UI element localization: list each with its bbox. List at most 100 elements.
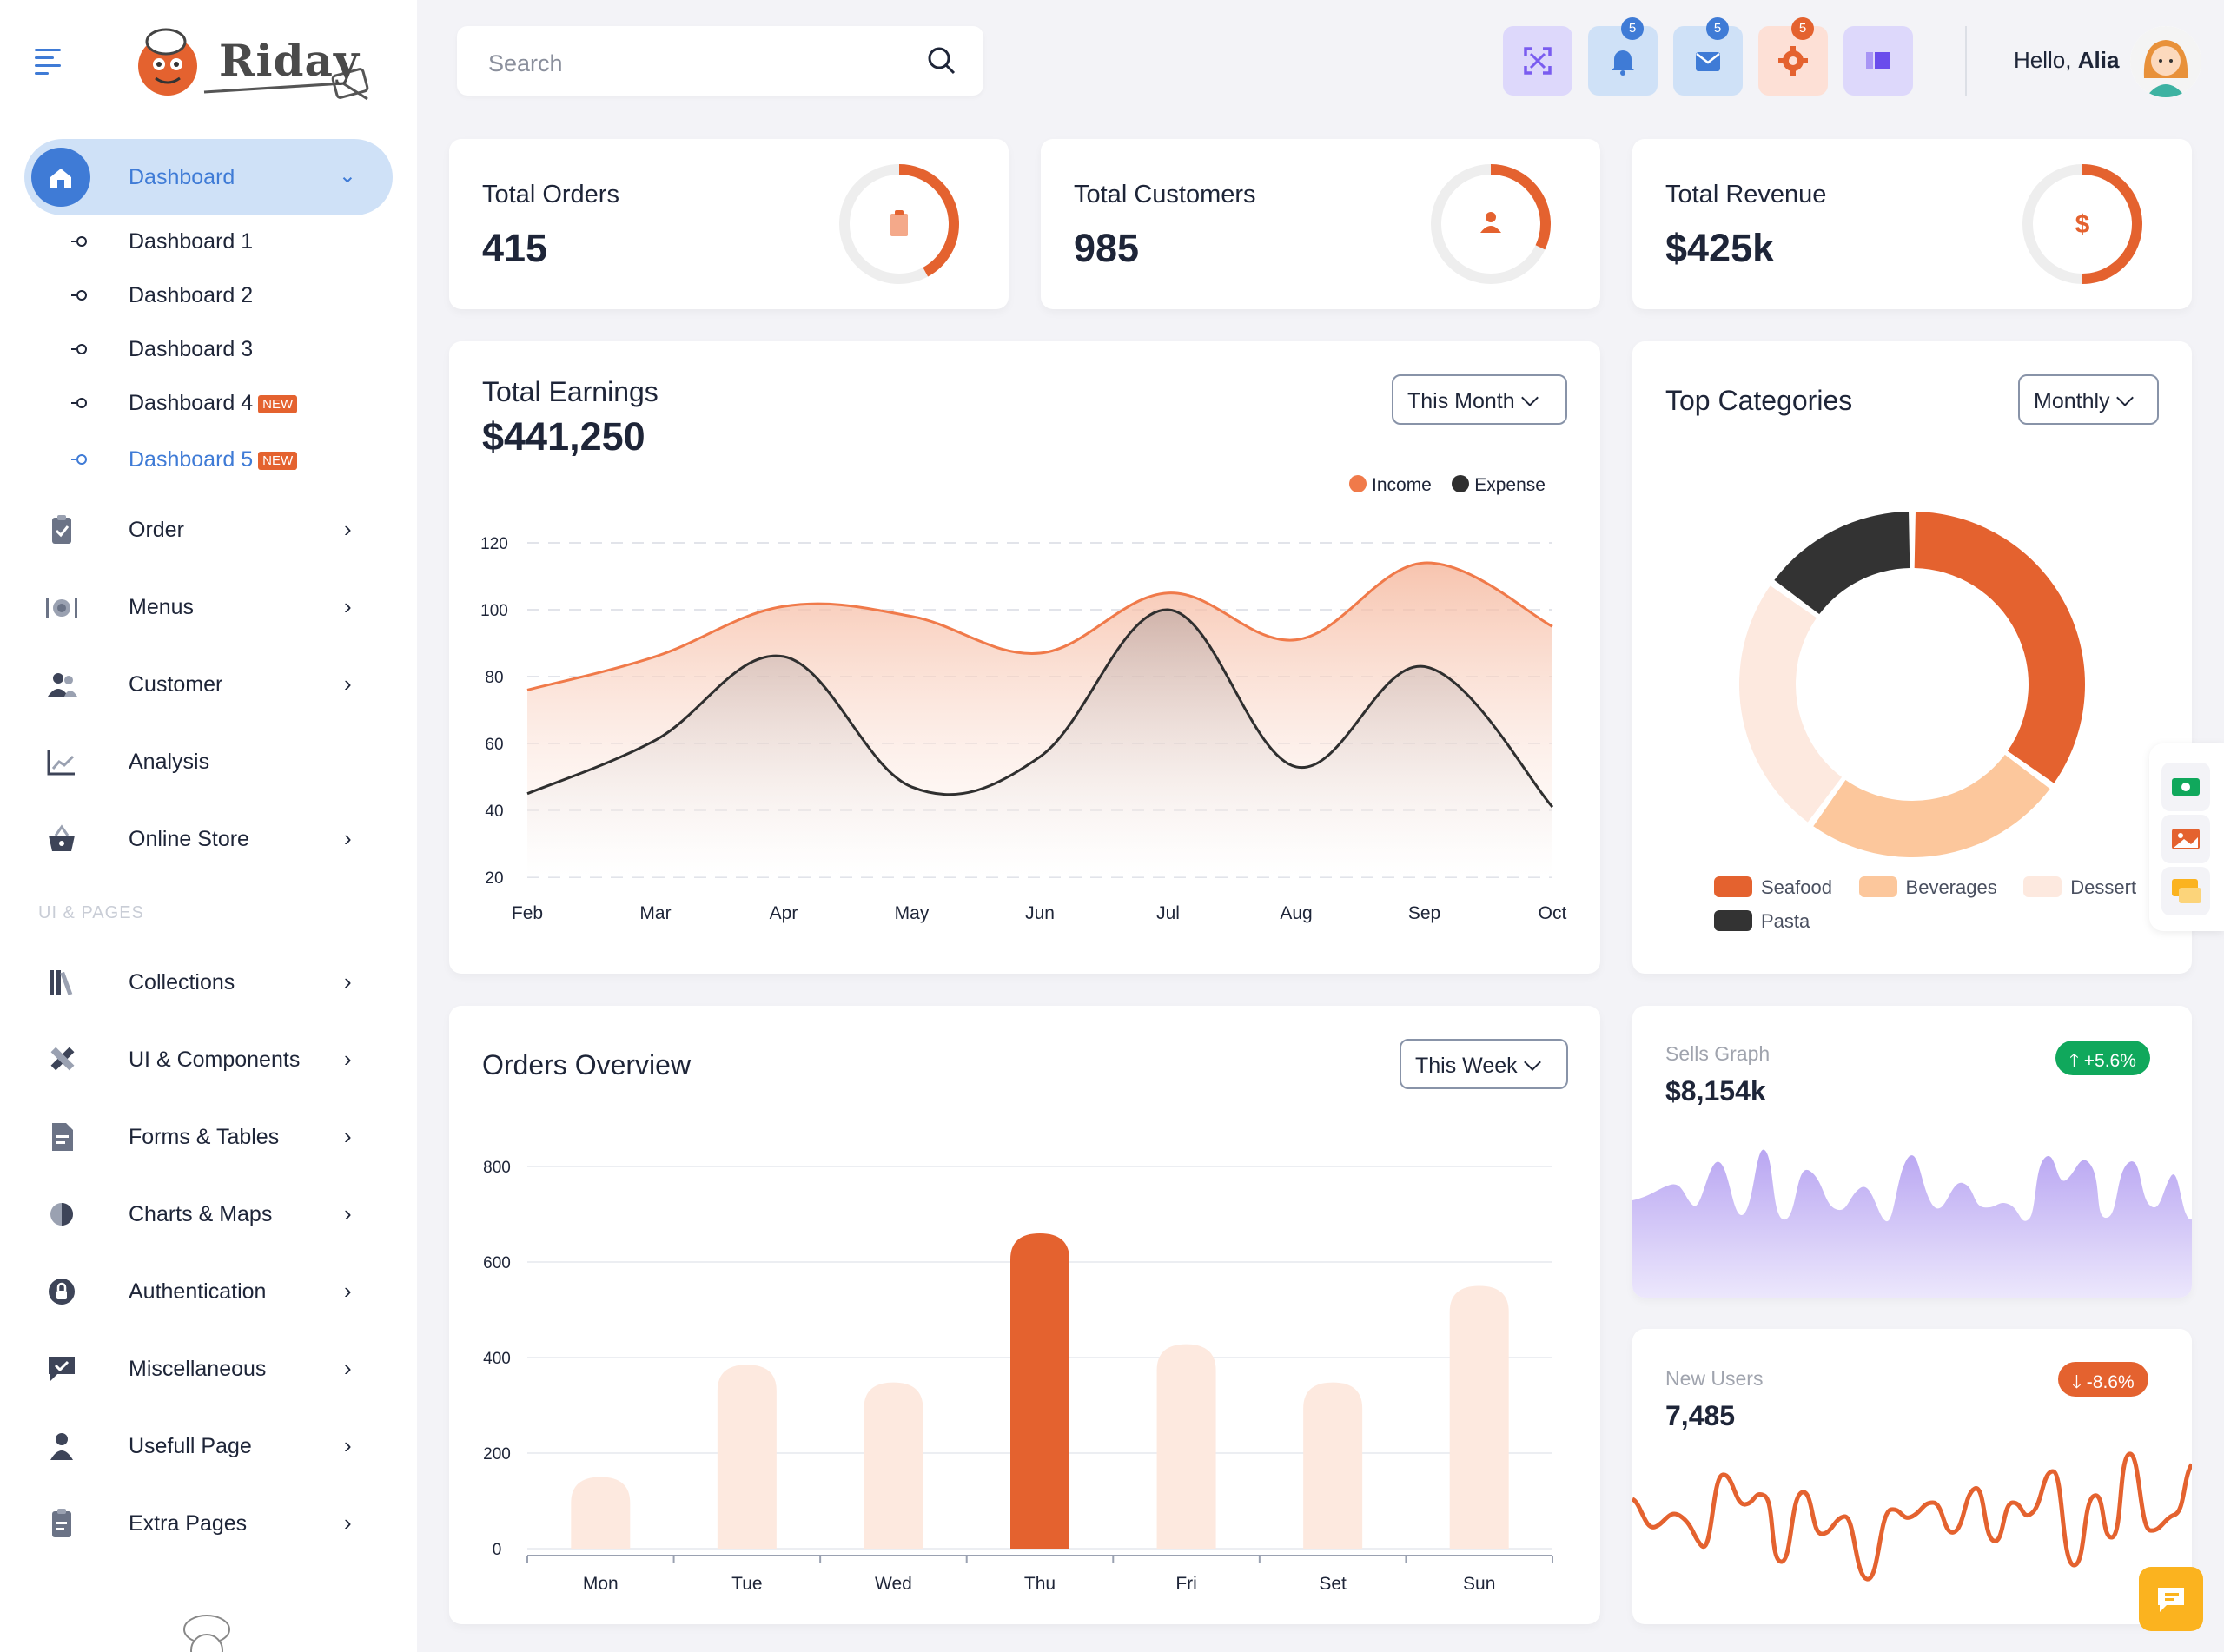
- clipboard-icon: [890, 210, 908, 236]
- support-chat-button[interactable]: [2139, 1567, 2203, 1631]
- chevron-right-icon: ›: [344, 516, 352, 542]
- sidebar-layout-icon: [1866, 52, 1890, 69]
- sidebar-item-menus[interactable]: Menus ›: [0, 579, 417, 631]
- user-icon: [50, 1433, 73, 1460]
- fullscreen-button[interactable]: [1503, 26, 1572, 96]
- search-bar[interactable]: Search: [457, 26, 983, 96]
- y-tick-label: 100: [480, 602, 508, 620]
- earnings-period-dropdown[interactable]: This Month: [1392, 374, 1567, 425]
- legend-item-beverages[interactable]: Beverages: [1858, 876, 1997, 898]
- chat-icon: [2172, 879, 2201, 903]
- settings-button[interactable]: 5: [1758, 17, 1828, 96]
- document-icon: [52, 1123, 73, 1151]
- sidebar: Riday Dashboard ⌄ Dashboard 1 Dashboard …: [0, 0, 417, 1652]
- new-users-value: 7,485: [1665, 1400, 1736, 1431]
- chevron-right-icon: ›: [344, 1200, 352, 1226]
- sidebar-item-customer[interactable]: Customer ›: [0, 657, 417, 709]
- bar-mon: [571, 1477, 631, 1549]
- x-tick-label: Feb: [512, 903, 543, 923]
- orders-bar-chart: 800 600 400 200 0 Mon Tue Wed Thu Fri Set Sun: [483, 1159, 1553, 1594]
- sidebar-item-label: Customer: [129, 672, 223, 697]
- donut-slice-seafood: [1914, 512, 2085, 783]
- sells-graph-card: Sells Graph $8,154k 🡑 +5.6%: [1632, 1006, 2192, 1298]
- sells-graph-value: $8,154k: [1665, 1075, 1766, 1107]
- message-count-badge: 5: [1706, 17, 1729, 40]
- x-tick-label: Thu: [1024, 1574, 1056, 1594]
- brand-logo[interactable]: [135, 24, 374, 104]
- change-value: -8.6%: [2086, 1372, 2135, 1392]
- donut-slice-dessert: [1739, 585, 1843, 823]
- progress-arc: [839, 164, 959, 284]
- bar-set: [1303, 1382, 1363, 1549]
- notifications-button[interactable]: 5: [1588, 17, 1658, 96]
- x-tick-label: Apr: [770, 903, 798, 923]
- gallery-button[interactable]: [2161, 815, 2210, 863]
- legend-label: Beverages: [1905, 876, 1997, 898]
- legend-item-seafood[interactable]: Seafood: [1714, 876, 1832, 898]
- user-name: Alia: [2077, 47, 2120, 73]
- chart-legend: Income Expense: [1349, 475, 1546, 496]
- customers-progress-ring: [1431, 164, 1551, 284]
- sidebar-item-forms-tables[interactable]: Forms & Tables ›: [0, 1109, 417, 1161]
- categories-donut-chart: [1739, 512, 2085, 857]
- sidebar-item-authentication[interactable]: Authentication ›: [0, 1264, 417, 1316]
- menu-toggle-icon[interactable]: [35, 49, 61, 75]
- sidebar-item-label: Forms & Tables: [129, 1125, 280, 1149]
- chat-button[interactable]: [2161, 867, 2210, 915]
- legend-item-pasta[interactable]: Pasta: [1714, 910, 1810, 932]
- x-tick-label: Wed: [875, 1574, 912, 1594]
- messages-button[interactable]: 5: [1673, 17, 1743, 96]
- x-tick-label: Set: [1319, 1574, 1347, 1594]
- bar-wed: [864, 1382, 923, 1549]
- lock-icon: [49, 1279, 75, 1305]
- sidebar-item-usefull-page[interactable]: Usefull Page ›: [0, 1418, 417, 1470]
- sidebar-item-extra-pages[interactable]: Extra Pages ›: [0, 1496, 417, 1548]
- donut-legend: Seafood Beverages Dessert: [1714, 876, 2136, 899]
- stat-value: $425k: [1665, 226, 1775, 270]
- sidebar-item-order[interactable]: Order ›: [0, 502, 417, 554]
- x-tick-label: Tue: [731, 1574, 762, 1594]
- pie-chart-icon: [50, 1203, 73, 1226]
- legend-item-income[interactable]: Income: [1349, 475, 1432, 495]
- legend-item-dessert[interactable]: Dessert: [2023, 876, 2136, 898]
- categories-period-dropdown[interactable]: Monthly: [2018, 374, 2159, 425]
- tools-icon: [50, 1047, 75, 1071]
- card-title: Total Earnings: [482, 376, 659, 407]
- money-icon: [2172, 778, 2200, 796]
- sidebar-item-label: Usefull Page: [129, 1434, 252, 1458]
- section-label: UI & PAGES: [38, 903, 144, 922]
- y-tick-label: 60: [485, 736, 503, 754]
- legend-item-expense[interactable]: Expense: [1452, 475, 1546, 495]
- search-icon[interactable]: [924, 43, 959, 78]
- chevron-down-icon: ⌄: [338, 164, 356, 188]
- user-icon: [1480, 212, 1501, 233]
- new-users-sparkline: [1632, 1451, 2192, 1582]
- orders-overview-card: Orders Overview This Week 800 600 400 200 0 M…: [449, 1006, 1600, 1624]
- user-greeting[interactable]: Hello, Alia: [2014, 47, 2119, 74]
- sidebar-item-online-store[interactable]: Online Store ›: [0, 811, 417, 863]
- sidebar-item-dashboard[interactable]: Dashboard ⌄: [24, 139, 393, 215]
- sidebar-item-miscellaneous[interactable]: Miscellaneous ›: [0, 1341, 417, 1393]
- sidebar-item-label: UI & Components: [129, 1047, 301, 1072]
- chevron-right-icon: ›: [344, 593, 352, 619]
- bar-tue: [717, 1365, 777, 1549]
- orders-period-dropdown[interactable]: This Week: [1400, 1039, 1568, 1089]
- sidebar-item-collections[interactable]: Collections ›: [0, 955, 417, 1007]
- greeting-text: Hello,: [2014, 47, 2072, 73]
- search-input[interactable]: Search: [488, 50, 563, 76]
- x-tick-label: Sun: [1463, 1574, 1495, 1594]
- bar-thu: [1010, 1233, 1069, 1549]
- stat-card-total-customers: Total Customers 985: [1041, 139, 1600, 309]
- cash-button[interactable]: [2161, 763, 2210, 811]
- chevron-right-icon: ›: [344, 1046, 352, 1072]
- layout-toggle-button[interactable]: [1843, 26, 1913, 96]
- sidebar-item-ui-components[interactable]: UI & Components ›: [0, 1032, 417, 1084]
- sidebar-item-charts-maps[interactable]: Charts & Maps ›: [0, 1186, 417, 1239]
- avatar[interactable]: [2130, 26, 2201, 97]
- sidebar-item-analysis[interactable]: Analysis: [0, 734, 417, 786]
- x-tick-label: Sep: [1408, 903, 1440, 923]
- sidebar-item-label: Charts & Maps: [129, 1202, 273, 1226]
- books-icon: [50, 970, 73, 995]
- earnings-value: $441,250: [482, 414, 645, 459]
- legend-label: Dessert: [2070, 876, 2137, 898]
